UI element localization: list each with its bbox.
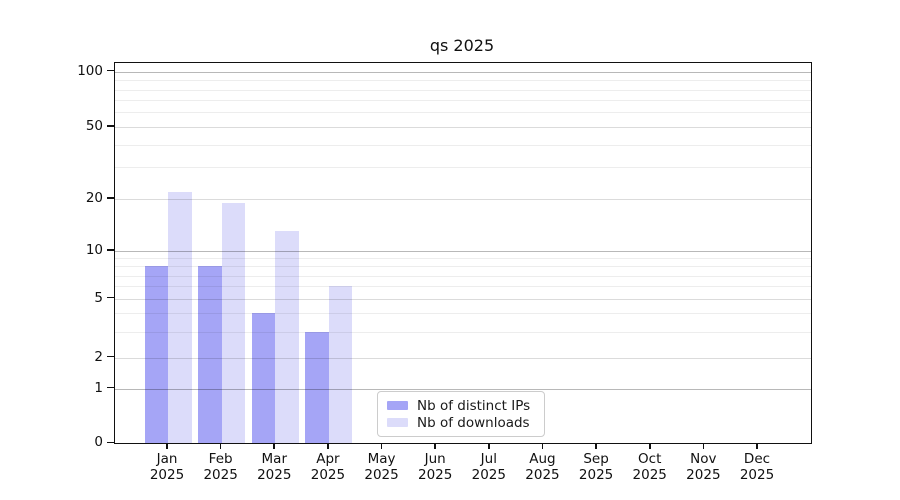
legend-item-downloads: Nb of downloads [387,415,535,431]
y-tick-label: 10 [85,242,103,258]
x-tick-label: Nov 2025 [686,451,721,483]
y-tick-mark [107,197,114,199]
x-tick-label: Aug 2025 [525,451,560,483]
y-tick-mark [107,249,114,251]
bar-distinct-ips-mar [251,313,276,443]
y-tick-label: 50 [85,118,103,134]
x-tick-mark [327,443,329,449]
y-tick-label: 5 [94,289,103,306]
x-tick-mark [488,443,490,449]
gridline-minor [115,89,811,91]
x-tick-mark [595,443,597,449]
y-tick-label: 20 [85,190,103,206]
legend-label-distinct-ips: Nb of distinct IPs [417,397,531,414]
x-tick-mark [273,443,276,449]
y-tick-mark [107,125,114,127]
x-tick-label: Sep 2025 [578,451,614,483]
gridline-minor [115,80,811,82]
gridline-minor [115,258,811,260]
x-tick-mark [166,443,168,449]
y-tick-mark [107,69,114,72]
x-tick-mark [648,443,651,449]
x-tick-mark [702,443,705,449]
legend-item-distinct-ips: Nb of distinct IPs [387,398,535,414]
bar-distinct-ips-feb [198,266,222,443]
x-tick-label: Apr 2025 [310,451,346,483]
y-tick-mark [107,441,114,444]
x-tick-mark [756,443,758,449]
gridline-major [115,127,811,128]
gridline-minor [115,112,811,114]
x-tick-label: Jul 2025 [471,451,506,483]
bar-distinct-ips-apr [305,331,329,443]
y-tick-mark [107,296,114,299]
y-tick-label: 100 [77,62,103,79]
gridline-minor [115,100,811,102]
x-tick-label: Feb 2025 [203,451,238,483]
gridline-minor [115,167,811,169]
x-tick-label: May 2025 [364,451,399,483]
y-tick-mark [107,386,114,389]
x-tick-label: Oct 2025 [632,451,667,483]
x-tick-label: Jan 2025 [149,451,185,483]
x-tick-label: Dec 2025 [739,451,775,483]
x-tick-mark [434,443,436,449]
x-tick-label: Mar 2025 [257,451,292,483]
bar-downloads-mar [275,231,299,443]
bar-downloads-feb [221,202,246,443]
chart-title: qs 2025 [429,36,495,55]
bar-downloads-apr [328,286,353,443]
y-tick-mark [107,355,114,358]
gridline-major [115,199,811,200]
gridline-decade [115,71,811,73]
x-tick-mark [219,443,222,449]
bar-distinct-ips-jan [144,266,168,443]
plot-area [114,62,812,444]
legend-swatch-distinct-ips [387,401,408,410]
y-tick-label: 1 [94,379,103,396]
x-tick-mark [541,443,544,449]
legend-swatch-downloads [387,418,408,427]
gridline-minor [115,144,811,146]
y-tick-label: 2 [94,348,103,365]
y-tick-label: 0 [94,434,103,451]
legend-label-downloads: Nb of downloads [417,414,530,431]
x-tick-mark [380,443,383,449]
gridline-decade [115,251,811,252]
x-tick-label: Jun 2025 [417,451,453,483]
bar-downloads-jan [168,191,192,443]
legend: Nb of distinct IPs Nb of downloads [377,391,545,437]
